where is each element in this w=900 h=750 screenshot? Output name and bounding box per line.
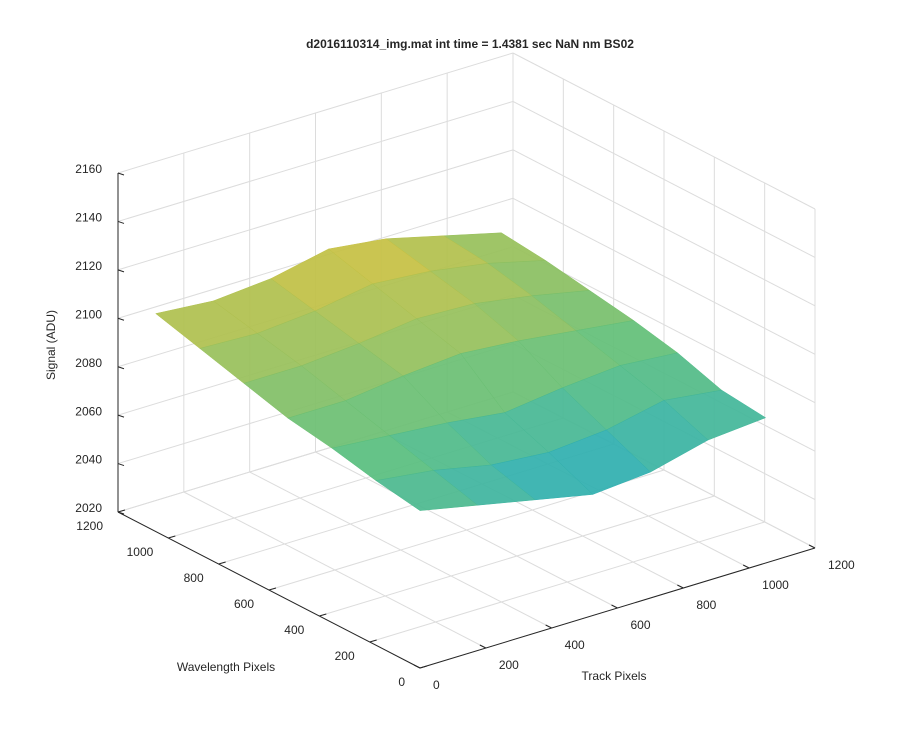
x-tick: [611, 604, 618, 609]
x-tick-label: 200: [499, 658, 519, 672]
x-tick-label: 800: [696, 598, 716, 612]
grid-line: [117, 100, 514, 222]
x-tick-label: 1000: [762, 578, 789, 592]
z-tick: [117, 366, 125, 370]
surface: [155, 232, 767, 511]
y-tick: [117, 509, 126, 513]
z-tick: [117, 463, 125, 467]
axes: 0 200 400 600 800 1000 1200 0 200 400 600 800 1000 12…: [75, 162, 855, 692]
x-tick: [742, 564, 750, 569]
y-tick: [168, 535, 176, 539]
grid-line: [512, 52, 816, 210]
y-tick-label: 600: [234, 597, 254, 611]
x-axis-label: Track Pixels: [582, 669, 647, 683]
chart-title: d2016110314_img.mat int time = 1.4381 se…: [306, 37, 634, 51]
z-tick: [117, 317, 125, 321]
grid-line: [319, 495, 715, 617]
y-tick-label: 0: [398, 675, 405, 689]
y-tick-label: 1000: [127, 545, 154, 559]
y-tick-label: 200: [335, 649, 355, 663]
grid-line: [369, 521, 765, 643]
z-tick-label: 2140: [75, 211, 102, 225]
y-tick-label: 800: [184, 571, 204, 585]
x-tick: [479, 644, 487, 649]
x-tick-label: 600: [631, 618, 651, 632]
z-tick-label: 2100: [75, 307, 102, 321]
grid-line: [117, 149, 514, 271]
x-tick-label: 0: [433, 678, 440, 692]
z-tick-label: 2080: [75, 356, 102, 370]
z-tick: [117, 269, 125, 273]
z-tick: [117, 414, 125, 418]
y-tick: [319, 613, 327, 617]
z-tick-label: 2160: [75, 162, 102, 176]
x-tick: [413, 664, 421, 669]
x-tick-label: 1200: [828, 558, 855, 572]
y-tick: [268, 587, 277, 591]
y-tick: [369, 639, 377, 643]
x-tick: [677, 584, 684, 589]
y-tick: [419, 665, 428, 669]
x-tick: [545, 624, 552, 629]
y-tick-label: 400: [284, 623, 304, 637]
z-tick: [117, 220, 125, 224]
y-axis-label: Wavelength Pixels: [177, 660, 275, 674]
z-tick-label: 2040: [75, 453, 102, 467]
x-tick-label: 400: [565, 638, 585, 652]
z-tick-label: 2020: [75, 501, 102, 515]
x-tick: [808, 544, 816, 549]
grid-line: [512, 100, 816, 258]
grid-line: [117, 52, 514, 174]
grid-line: [512, 149, 816, 307]
y-tick-label: 1200: [76, 519, 103, 533]
surface-patch: [375, 470, 479, 511]
z-tick: [117, 172, 125, 176]
z-tick: [117, 511, 125, 515]
z-axis-label: Signal (ADU): [44, 310, 58, 380]
y-tick: [218, 561, 226, 565]
z-tick-label: 2060: [75, 404, 102, 418]
z-tick-label: 2120: [75, 259, 102, 273]
grid-line: [512, 197, 816, 355]
